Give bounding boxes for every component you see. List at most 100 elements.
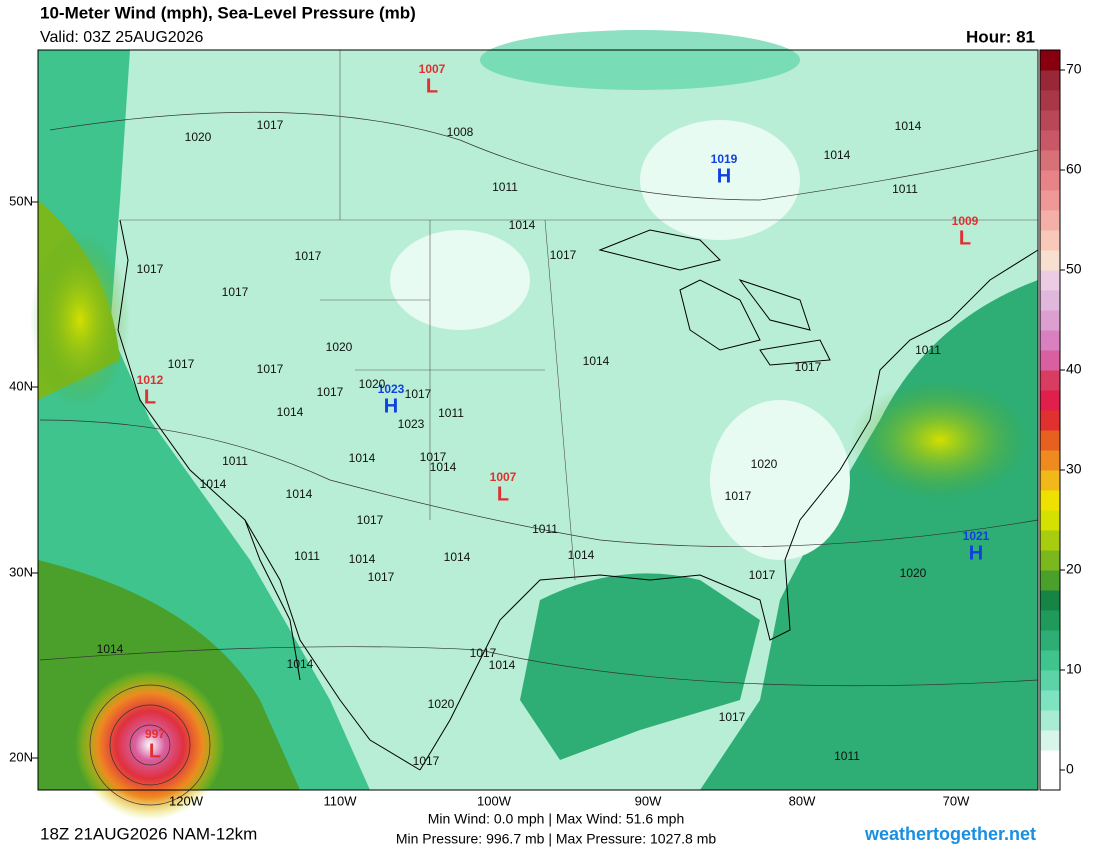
- colorbar-swatch: [1040, 230, 1060, 251]
- pressure-center: L: [426, 75, 438, 97]
- map-frame: [37, 49, 1039, 791]
- wind-stats: Min Wind: 0.0 mph | Max Wind: 51.6 mph: [428, 811, 685, 827]
- isobar-label: 1017: [137, 262, 164, 276]
- colorbar-swatch: [1040, 550, 1060, 571]
- forecast-hour: Hour: 81: [966, 27, 1035, 46]
- isobar-label: 1017: [368, 570, 395, 584]
- pressure-value: 1007: [419, 62, 446, 76]
- colorbar-swatch: [1040, 90, 1060, 111]
- isobar-label: 1017: [550, 248, 577, 262]
- colorbar-swatch: [1040, 270, 1060, 291]
- colorbar-swatch: [1040, 130, 1060, 151]
- isobar-label: 1017: [295, 249, 322, 263]
- isobar-label: 1017: [725, 489, 752, 503]
- isobar-label: 1020: [428, 697, 455, 711]
- pressure-center: H: [969, 542, 983, 564]
- colorbar-swatch: [1040, 430, 1060, 451]
- lon-label: 100W: [477, 793, 512, 808]
- isobar-label: 1017: [222, 285, 249, 299]
- colorbar-swatch: [1040, 650, 1060, 671]
- isobar-label: 1014: [824, 148, 851, 162]
- colorbar-swatch: [1040, 730, 1060, 751]
- colorbar-swatch: [1040, 710, 1060, 731]
- isobar-label: 1020: [185, 130, 212, 144]
- isobar-label: 1014: [287, 657, 314, 671]
- colorbar-swatch: [1040, 670, 1060, 691]
- pressure-center: L: [959, 227, 971, 249]
- colorbar-swatch: [1040, 190, 1060, 211]
- colorbar-tick-label: 40: [1066, 361, 1082, 377]
- isobar-label: 1014: [349, 451, 376, 465]
- isobar-label: 1011: [892, 182, 918, 196]
- isobar-label: 1014: [286, 487, 313, 501]
- lon-label: 70W: [943, 793, 970, 808]
- colorbar-swatch: [1040, 530, 1060, 551]
- isobar-label: 1014: [568, 548, 595, 562]
- isobar-label: 1017: [413, 754, 440, 768]
- colorbar-swatch: [1040, 310, 1060, 331]
- isobar-label: 1020: [751, 457, 778, 471]
- isobar-label: 1011: [222, 454, 248, 468]
- colorbar-tick-label: 70: [1066, 61, 1082, 77]
- colorbar-tick-label: 60: [1066, 161, 1082, 177]
- colorbar-swatch: [1040, 490, 1060, 511]
- isobar-label: 1017: [168, 357, 195, 371]
- lat-label: 50N: [9, 193, 33, 208]
- isobar-label: 1017: [719, 710, 746, 724]
- colorbar-swatch: [1040, 350, 1060, 371]
- colorbar-swatch: [1040, 50, 1060, 71]
- wind-maximum: [850, 380, 1030, 500]
- colorbar-swatch: [1040, 250, 1060, 271]
- isobar-label: 1020: [326, 340, 353, 354]
- colorbar-swatch: [1040, 410, 1060, 431]
- isobar-label: 1017: [405, 387, 432, 401]
- calm-area: [640, 120, 800, 240]
- isobar-label: 1014: [895, 119, 922, 133]
- colorbar-swatch: [1040, 70, 1060, 91]
- pressure-value: 1019: [711, 152, 738, 166]
- pressure-value: 1023: [378, 382, 405, 396]
- calm-area: [710, 400, 850, 560]
- colorbar-swatch: [1040, 330, 1060, 351]
- isobar-label: 1017: [420, 450, 447, 464]
- gulf: [520, 573, 760, 760]
- lon-label: 80W: [789, 793, 816, 808]
- colorbar-swatch: [1040, 690, 1060, 711]
- lat-label: 40N: [9, 378, 33, 393]
- colorbar-swatch: [1040, 150, 1060, 171]
- colorbar-swatch: [1040, 290, 1060, 311]
- hurricane: [75, 670, 225, 820]
- pressure-center: H: [384, 395, 398, 417]
- title: 10-Meter Wind (mph), Sea-Level Pressure …: [40, 3, 416, 22]
- isobar-label: 1011: [915, 343, 941, 357]
- colorbar-tick-label: 10: [1066, 661, 1082, 677]
- wind-area: [480, 30, 800, 90]
- colorbar-swatch: [1040, 610, 1060, 631]
- lat-label: 20N: [9, 749, 33, 764]
- isobar-label: 1017: [749, 568, 776, 582]
- colorbar-swatch: [1040, 390, 1060, 411]
- colorbar-swatch: [1040, 110, 1060, 131]
- pressure-center: L: [497, 483, 509, 505]
- colorbar-swatch: [1040, 510, 1060, 531]
- isobar-label: 1020: [359, 377, 386, 391]
- pressure-value: 1009: [952, 214, 979, 228]
- colorbar-swatch: [1040, 750, 1060, 771]
- wind-maximum: [30, 230, 130, 410]
- colorbar-swatch: [1040, 210, 1060, 231]
- colorbar-tick-label: 0: [1066, 761, 1074, 777]
- isobar-label: 1008: [447, 125, 474, 139]
- colorbar-swatch: [1040, 590, 1060, 611]
- coastlines: [117, 219, 1039, 771]
- isobar-label: 1020: [900, 566, 927, 580]
- isobar-label: 1017: [470, 646, 497, 660]
- isobar-label: 1014: [430, 460, 457, 474]
- colorbar: 0 10 20 30 40 50 60 70: [1039, 49, 1082, 791]
- calm-area: [390, 230, 530, 330]
- isobar-label: 1014: [583, 354, 610, 368]
- lon-label: 110W: [324, 793, 358, 808]
- pressure-value: 1021: [963, 529, 990, 543]
- state-borders: [120, 50, 1038, 581]
- pressure-center: H: [717, 165, 731, 187]
